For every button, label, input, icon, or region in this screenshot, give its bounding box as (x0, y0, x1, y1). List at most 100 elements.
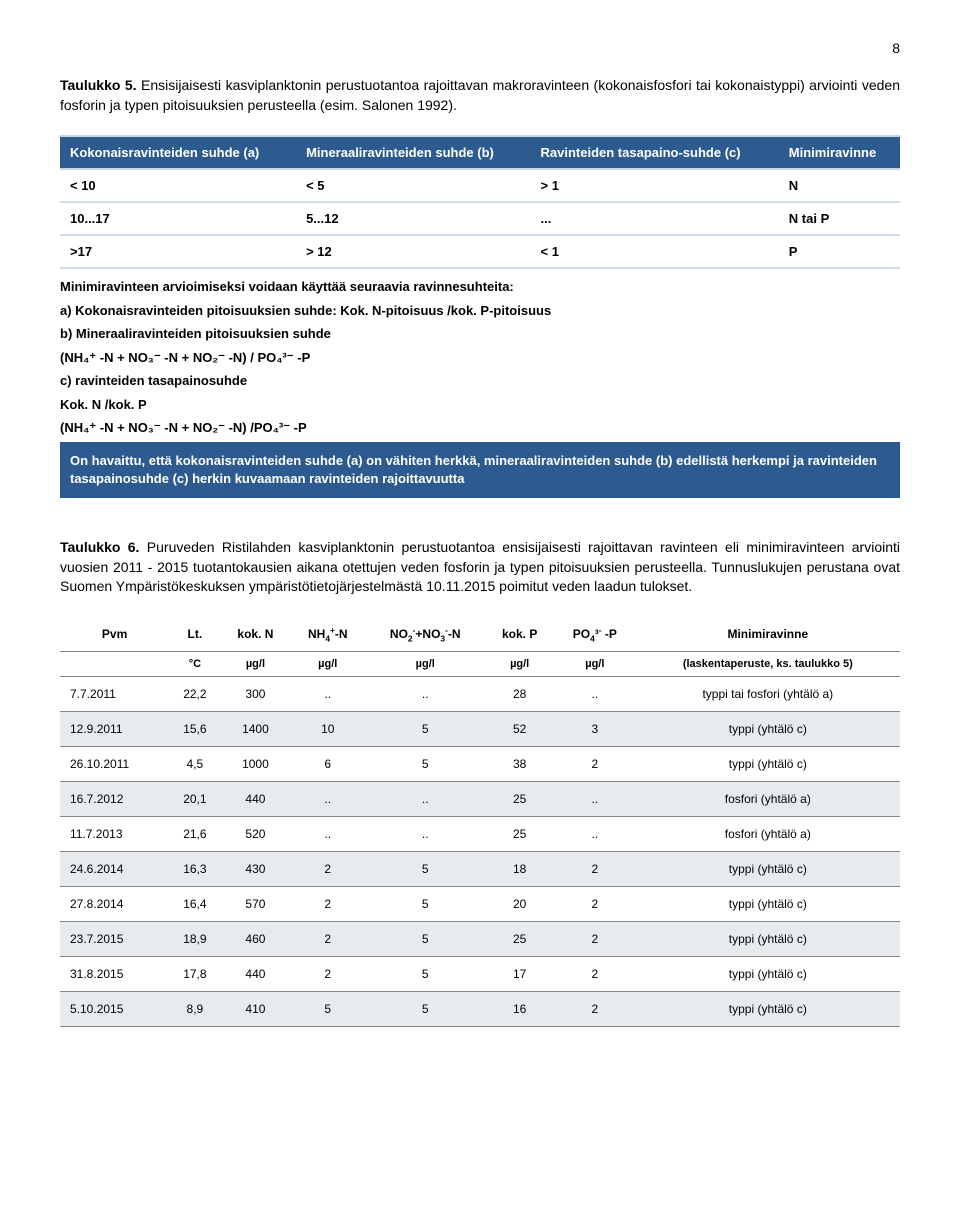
data-cell: 7.7.2011 (60, 677, 169, 712)
data-cell: .. (554, 677, 636, 712)
data-unit-cell: µg/l (365, 652, 485, 677)
data-cell: typpi (yhtälö c) (636, 747, 900, 782)
ratio-cell: > 12 (296, 235, 530, 268)
data-cell: 460 (221, 922, 291, 957)
data-cell: .. (554, 782, 636, 817)
data-cell: 5.10.2015 (60, 992, 169, 1027)
ratio-header-d: Minimiravinne (779, 136, 900, 169)
data-row: 24.6.201416,343025182typpi (yhtälö c) (60, 852, 900, 887)
data-cell: typpi (yhtälö c) (636, 712, 900, 747)
data-cell: 440 (221, 782, 291, 817)
caption-taulukko-5: Taulukko 5. Ensisijaisesti kasviplankton… (60, 76, 900, 115)
data-cell: 440 (221, 957, 291, 992)
ratio-row: < 10< 5> 1N (60, 169, 900, 202)
ratio-cell: N tai P (779, 202, 900, 235)
caption-6-label: Taulukko 6. (60, 539, 139, 555)
data-cell: 5 (365, 747, 485, 782)
data-cell: 2 (554, 887, 636, 922)
data-cell: 8,9 (169, 992, 220, 1027)
data-cell: typpi tai fosfori (yhtälö a) (636, 677, 900, 712)
data-header-cell: kok. N (221, 617, 291, 652)
data-row: 12.9.201115,61400105523typpi (yhtälö c) (60, 712, 900, 747)
data-cell: 5 (365, 957, 485, 992)
data-cell: 2 (290, 957, 365, 992)
data-header-cell: PO4³- -P (554, 617, 636, 652)
data-unit-cell: µg/l (554, 652, 636, 677)
data-cell: 15,6 (169, 712, 220, 747)
data-cell: 24.6.2014 (60, 852, 169, 887)
data-cell: 31.8.2015 (60, 957, 169, 992)
data-cell: typpi (yhtälö c) (636, 852, 900, 887)
notes-c3: (NH₄⁺ -N + NO₃⁻ -N + NO₂⁻ -N) /PO₄³⁻ -P (60, 418, 900, 438)
ratio-cell: < 10 (60, 169, 296, 202)
page-number: 8 (60, 40, 900, 56)
data-cell: 17,8 (169, 957, 220, 992)
data-cell: 22,2 (169, 677, 220, 712)
data-row: 5.10.20158,941055162typpi (yhtälö c) (60, 992, 900, 1027)
data-cell: 12.9.2011 (60, 712, 169, 747)
data-cell: 28 (485, 677, 554, 712)
data-cell: 21,6 (169, 817, 220, 852)
data-cell: 410 (221, 992, 291, 1027)
data-cell: fosfori (yhtälö a) (636, 782, 900, 817)
data-cell: 18,9 (169, 922, 220, 957)
ratio-header-c: Ravinteiden tasapaino-suhde (c) (531, 136, 779, 169)
data-cell: 11.7.2013 (60, 817, 169, 852)
data-row: 16.7.201220,1440....25..fosfori (yhtälö … (60, 782, 900, 817)
data-cell: 2 (554, 852, 636, 887)
data-cell: 2 (290, 922, 365, 957)
notes-intro: Minimiravinteen arvioimiseksi voidaan kä… (60, 277, 900, 297)
data-cell: 38 (485, 747, 554, 782)
data-header-cell: kok. P (485, 617, 554, 652)
data-cell: 1400 (221, 712, 291, 747)
ratio-header-a: Kokonaisravinteiden suhde (a) (60, 136, 296, 169)
data-cell: 16,4 (169, 887, 220, 922)
data-cell: 25 (485, 922, 554, 957)
data-row: 31.8.201517,844025172typpi (yhtälö c) (60, 957, 900, 992)
data-cell: 430 (221, 852, 291, 887)
data-cell: 2 (554, 747, 636, 782)
ratio-row: 10...175...12...N tai P (60, 202, 900, 235)
data-header-cell: NH4+-N (290, 617, 365, 652)
data-cell: 20,1 (169, 782, 220, 817)
data-cell: .. (290, 817, 365, 852)
data-row: 7.7.201122,2300....28..typpi tai fosfori… (60, 677, 900, 712)
data-cell: 20 (485, 887, 554, 922)
data-cell: 2 (554, 992, 636, 1027)
data-cell: 1000 (221, 747, 291, 782)
data-cell: 2 (290, 852, 365, 887)
notes-c2: Kok. N /kok. P (60, 395, 900, 415)
data-cell: 2 (290, 887, 365, 922)
data-row: 27.8.201416,457025202typpi (yhtälö c) (60, 887, 900, 922)
caption-6-text: Puruveden Ristilahden kasviplanktonin pe… (60, 539, 900, 594)
data-table: PvmLt.kok. NNH4+-NNO2-+NO3--Nkok. PPO4³-… (60, 617, 900, 1027)
data-header-cell: Lt. (169, 617, 220, 652)
data-cell: 25 (485, 782, 554, 817)
data-cell: .. (554, 817, 636, 852)
data-cell: 52 (485, 712, 554, 747)
data-cell: 27.8.2014 (60, 887, 169, 922)
data-row: 11.7.201321,6520....25..fosfori (yhtälö … (60, 817, 900, 852)
data-cell: 5 (365, 712, 485, 747)
notes-b2: (NH₄⁺ -N + NO₃⁻ -N + NO₂⁻ -N) / PO₄³⁻ -P (60, 348, 900, 368)
data-cell: .. (290, 782, 365, 817)
data-cell: 2 (554, 922, 636, 957)
data-unit-row: °Cµg/lµg/lµg/lµg/lµg/l(laskentaperuste, … (60, 652, 900, 677)
data-cell: 570 (221, 887, 291, 922)
ratio-notes: Minimiravinteen arvioimiseksi voidaan kä… (60, 277, 900, 438)
data-row: 26.10.20114,5100065382typpi (yhtälö c) (60, 747, 900, 782)
data-header-cell: Minimiravinne (636, 617, 900, 652)
caption-5-label: Taulukko 5. (60, 77, 137, 93)
ratio-cell: ... (531, 202, 779, 235)
data-cell: 10 (290, 712, 365, 747)
data-cell: .. (365, 782, 485, 817)
ratio-cell: P (779, 235, 900, 268)
data-cell: 520 (221, 817, 291, 852)
data-cell: 6 (290, 747, 365, 782)
data-cell: 18 (485, 852, 554, 887)
data-cell: 16,3 (169, 852, 220, 887)
observation-box: On havaittu, että kokonaisravinteiden su… (60, 442, 900, 498)
ratio-row: >17> 12< 1P (60, 235, 900, 268)
data-cell: 26.10.2011 (60, 747, 169, 782)
data-unit-cell: °C (169, 652, 220, 677)
